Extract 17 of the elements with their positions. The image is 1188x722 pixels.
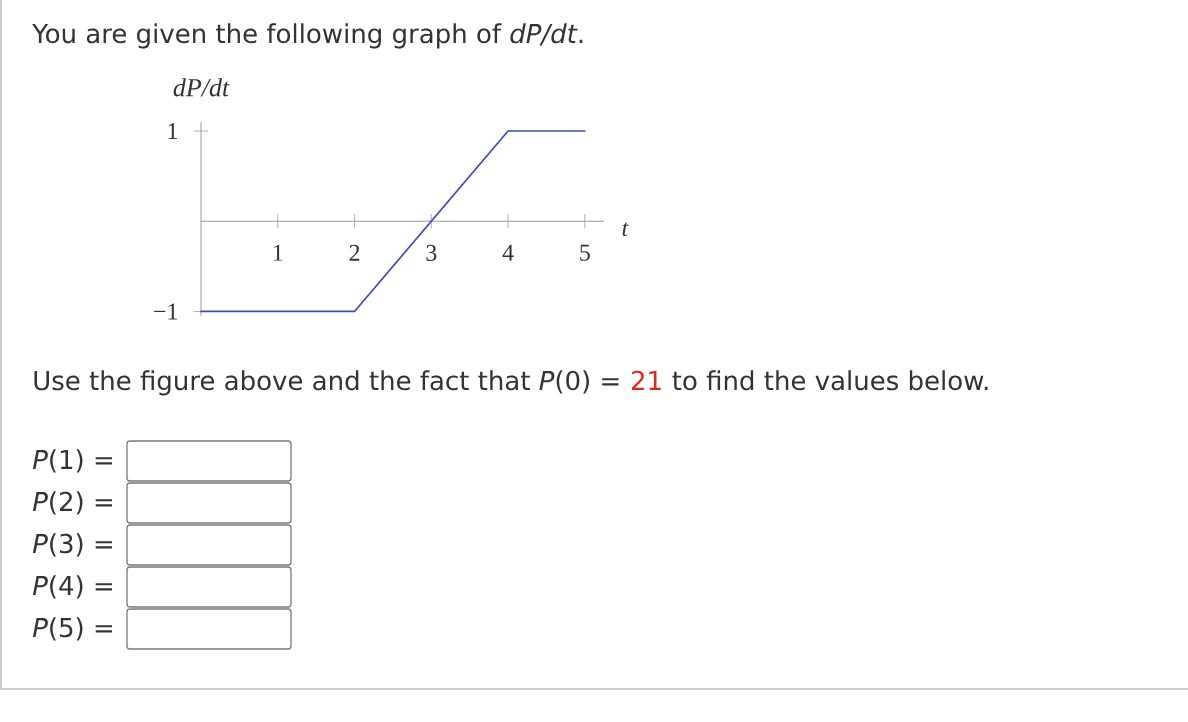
text: P(5) =: [32, 617, 112, 641]
text: P(3) =: [32, 533, 112, 557]
x-tick-label: 2: [349, 244, 360, 261]
text: 21: [631, 370, 661, 390]
x-tick-label: 4: [502, 244, 514, 261]
y-axis-title: dP/dt: [173, 78, 230, 97]
x-tick-label: 3: [426, 244, 437, 261]
x-tick-label: 1: [273, 244, 283, 261]
text: P(1) =: [32, 449, 112, 473]
text: P(2) =: [32, 491, 112, 515]
text: to find the values below.: [672, 370, 988, 391]
text: P(4) =: [32, 575, 112, 599]
x-axis-title: t: [622, 222, 629, 237]
chart-title: You are given the following graph of dP/dt.: [32, 23, 583, 49]
text: Use the figure above and the fact that P(0) =: [34, 370, 619, 396]
y-tick-label: −1: [154, 303, 178, 320]
x-tick-label: 5: [580, 244, 590, 261]
